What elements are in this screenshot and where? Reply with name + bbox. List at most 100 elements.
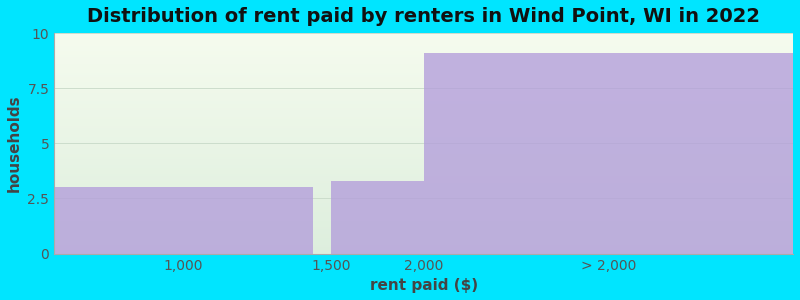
Bar — [54, 227, 793, 230]
Bar — [54, 93, 793, 95]
Bar — [54, 245, 793, 247]
Bar — [54, 59, 793, 62]
Bar — [54, 172, 793, 174]
Bar — [54, 68, 793, 70]
Bar — [54, 121, 793, 124]
Bar — [54, 148, 793, 150]
Bar — [54, 178, 793, 181]
Bar — [54, 190, 793, 192]
Bar — [54, 194, 793, 196]
Bar — [54, 33, 793, 35]
Bar — [54, 103, 793, 106]
Bar — [54, 70, 793, 73]
Bar — [54, 150, 793, 152]
Bar — [54, 80, 793, 82]
Bar — [54, 86, 793, 88]
Bar — [54, 101, 793, 103]
Bar — [54, 192, 793, 194]
Bar — [54, 146, 793, 148]
Bar — [54, 209, 793, 212]
Bar — [54, 119, 793, 121]
Bar — [54, 110, 793, 112]
Bar — [54, 247, 793, 249]
Bar — [54, 225, 793, 227]
Bar — [54, 108, 793, 110]
Bar — [54, 139, 793, 141]
Bar — [54, 181, 793, 183]
Bar — [54, 112, 793, 115]
Bar — [54, 188, 793, 190]
Bar — [54, 141, 793, 143]
Y-axis label: households: households — [7, 94, 22, 192]
Bar — [54, 77, 793, 80]
Bar — [54, 51, 793, 53]
Bar — [54, 205, 793, 207]
Bar — [54, 152, 793, 154]
Bar — [54, 130, 793, 132]
Bar — [54, 49, 793, 51]
Bar — [54, 66, 793, 68]
Bar — [54, 176, 793, 178]
Bar — [54, 199, 793, 201]
Bar — [54, 216, 793, 218]
Bar — [54, 35, 793, 38]
Bar — [54, 40, 793, 42]
Bar — [54, 218, 793, 220]
Bar — [54, 238, 793, 240]
Bar — [54, 196, 793, 199]
Bar — [54, 174, 793, 176]
Bar — [54, 128, 793, 130]
Bar — [54, 99, 793, 101]
Bar — [54, 185, 793, 188]
Bar — [54, 95, 793, 97]
Bar — [54, 251, 793, 253]
Bar — [54, 236, 793, 238]
Bar — [54, 214, 793, 216]
Bar — [54, 170, 793, 172]
Bar — [54, 57, 793, 59]
Bar — [54, 168, 793, 170]
Bar — [54, 82, 793, 84]
Bar — [54, 106, 793, 108]
Bar — [54, 201, 793, 203]
Bar — [54, 117, 793, 119]
Bar — [54, 88, 793, 90]
Bar — [54, 163, 793, 165]
Bar — [54, 134, 793, 137]
Bar — [54, 115, 793, 117]
Bar — [54, 75, 793, 77]
Bar — [54, 124, 793, 126]
X-axis label: rent paid ($): rent paid ($) — [370, 278, 478, 293]
Bar — [54, 230, 793, 232]
Bar — [54, 143, 793, 146]
Bar — [54, 42, 793, 44]
Bar — [54, 55, 793, 57]
Bar — [54, 97, 793, 99]
Bar — [54, 157, 793, 159]
Bar — [54, 46, 793, 49]
Bar — [54, 223, 793, 225]
Bar — [331, 181, 424, 254]
Bar — [54, 159, 793, 161]
Title: Distribution of rent paid by renters in Wind Point, WI in 2022: Distribution of rent paid by renters in … — [87, 7, 760, 26]
Bar — [54, 132, 793, 134]
Bar — [54, 84, 793, 86]
Bar — [54, 243, 793, 245]
Bar — [54, 212, 793, 214]
Bar — [54, 207, 793, 209]
Bar — [54, 234, 793, 236]
Bar — [54, 38, 793, 40]
Bar — [54, 240, 793, 243]
Bar — [54, 161, 793, 163]
Bar — [54, 232, 793, 234]
Bar — [54, 62, 793, 64]
Bar — [54, 126, 793, 128]
Bar — [54, 73, 793, 75]
Bar — [54, 90, 793, 93]
Bar — [424, 53, 793, 254]
Bar — [54, 165, 793, 168]
Bar — [54, 137, 793, 139]
Bar — [54, 220, 793, 223]
Bar — [54, 188, 313, 254]
Bar — [54, 64, 793, 66]
